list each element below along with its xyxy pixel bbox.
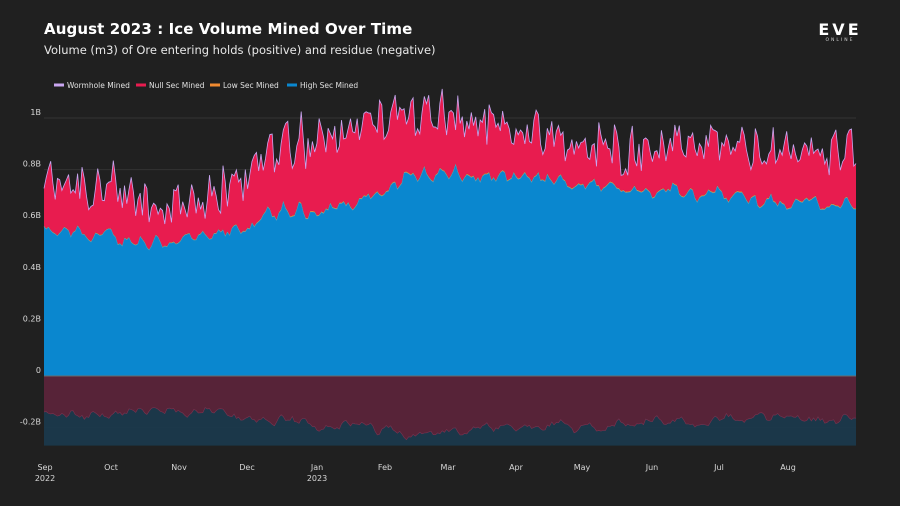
line-high-sec-top <box>43 163 856 251</box>
y-tick-label: 0.2B <box>23 314 41 323</box>
area-residue <box>44 376 856 440</box>
x-tick-label: Feb <box>378 463 392 472</box>
x-tick-label: Apr <box>509 463 524 472</box>
eve-online-logo: EVE ONLINE <box>812 22 868 44</box>
x-tick-label: Jul <box>713 463 724 472</box>
legend-label: Null Sec Mined <box>149 81 205 90</box>
x-tick-label: Mar <box>440 463 456 472</box>
x-tick-label: Dec <box>239 463 254 472</box>
logo-sub-text: ONLINE <box>825 38 855 43</box>
y-tick-label: 0.8B <box>23 160 41 169</box>
x-tick-label: Nov <box>171 463 187 472</box>
x-tick-label: Sep <box>37 463 52 472</box>
chart-title: August 2023 : Ice Volume Mined Over Time <box>44 20 413 38</box>
chart-subtitle: Volume (m3) of Ore entering holds (posit… <box>44 43 436 57</box>
x-tick-year-label: 2023 <box>307 474 327 483</box>
area-null-sec-mined <box>44 89 856 250</box>
y-tick-label: -0.2B <box>20 418 41 427</box>
y-tick-label: 0 <box>36 366 41 375</box>
logo-main-text: EVE <box>818 20 862 39</box>
area-high-sec-mined <box>44 164 856 376</box>
x-tick-year-label: 2022 <box>35 474 55 483</box>
legend-label: High Sec Mined <box>300 81 358 90</box>
x-tick-label: Jan <box>310 463 323 472</box>
line-residue <box>43 407 857 441</box>
x-tick-label: Aug <box>780 463 796 472</box>
legend-label: Low Sec Mined <box>223 81 279 90</box>
y-tick-label: 1B <box>30 108 41 117</box>
x-tick-label: May <box>574 463 591 472</box>
area-low-sec-mined <box>44 163 856 250</box>
x-tick-label: Jun <box>645 463 659 472</box>
y-tick-label: 0.4B <box>23 263 41 272</box>
y-tick-label: 0.6B <box>23 211 41 220</box>
x-tick-label: Oct <box>104 463 118 472</box>
line-wormhole-top <box>43 88 857 225</box>
legend-label: Wormhole Mined <box>67 81 130 90</box>
